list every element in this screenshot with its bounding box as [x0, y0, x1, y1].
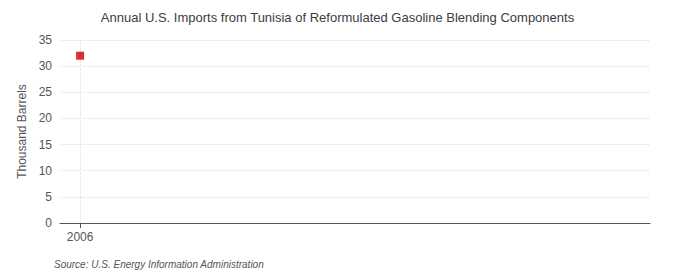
svg-text:Source: U.S. Energy Informatio: Source: U.S. Energy Information Administ…: [54, 259, 264, 270]
svg-text:20: 20: [39, 111, 53, 125]
svg-text:35: 35: [39, 33, 53, 47]
svg-text:15: 15: [39, 138, 53, 152]
svg-text:10: 10: [39, 164, 53, 178]
svg-text:25: 25: [39, 85, 53, 99]
svg-text:Thousand Barrels: Thousand Barrels: [15, 84, 29, 179]
svg-text:5: 5: [45, 190, 52, 204]
svg-text:30: 30: [39, 59, 53, 73]
svg-text:2006: 2006: [67, 230, 94, 244]
svg-text:0: 0: [45, 216, 52, 230]
svg-text:Annual U.S. Imports from Tunis: Annual U.S. Imports from Tunisia of Refo…: [101, 10, 575, 25]
